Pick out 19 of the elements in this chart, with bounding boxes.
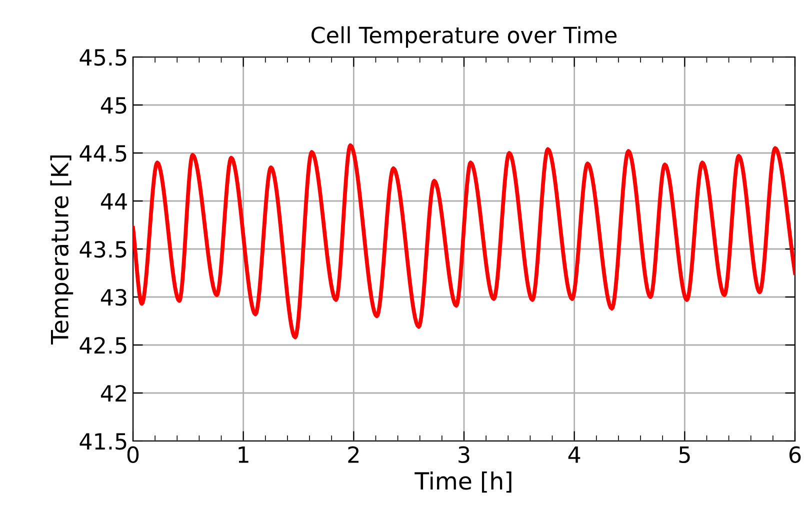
y-tick-label: 44 bbox=[100, 193, 127, 210]
x-tick-label: 6 bbox=[789, 446, 801, 464]
y-tick-label: 43.5 bbox=[80, 240, 126, 258]
y-tick-label: 41.5 bbox=[80, 433, 126, 450]
chart-title: Cell Temperature over Time bbox=[312, 26, 617, 48]
y-tick-label: 42.5 bbox=[80, 336, 126, 354]
y-tick-label: 45.5 bbox=[80, 49, 126, 66]
y-tick-label: 44.5 bbox=[80, 145, 126, 162]
y-tick-label: 45 bbox=[100, 97, 126, 114]
y-axis-title: Temperature [K] bbox=[50, 156, 74, 345]
x-tick-label: 0 bbox=[127, 446, 139, 464]
x-tick-label: 4 bbox=[568, 446, 580, 463]
x-tick-label: 2 bbox=[348, 446, 359, 463]
x-tick-label: 5 bbox=[679, 446, 690, 464]
x-axis-title: Time [h] bbox=[414, 472, 512, 493]
y-tick-label: 43 bbox=[100, 288, 126, 306]
x-tick-label: 1 bbox=[238, 446, 248, 463]
y-tick-label: 42 bbox=[100, 384, 126, 402]
x-tick-label: 3 bbox=[458, 446, 470, 464]
